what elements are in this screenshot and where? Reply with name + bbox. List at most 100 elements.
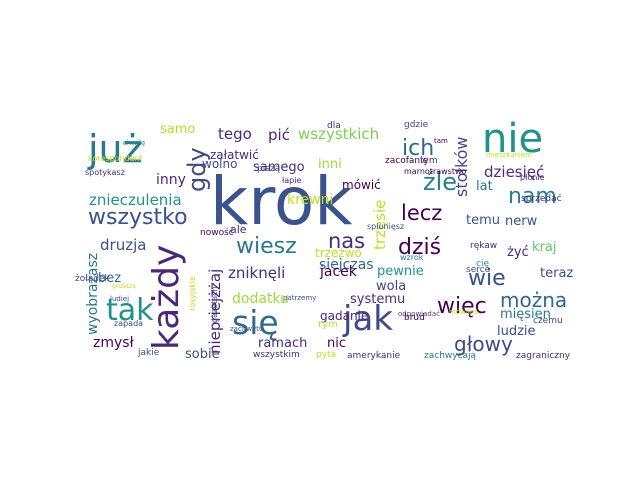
cloud-word: załatwić: [210, 148, 259, 162]
cloud-word: siejczas: [319, 257, 374, 273]
cloud-word: dziesięć: [484, 163, 544, 181]
cloud-word: nas: [328, 229, 365, 253]
cloud-word: znieczulenia: [89, 191, 182, 209]
cloud-word: płonie: [520, 173, 545, 182]
cloud-word: mięsien: [500, 307, 551, 322]
cloud-word: pić: [268, 126, 290, 144]
cloud-word: źle: [423, 168, 457, 196]
cloud-word: zmysł: [93, 335, 134, 351]
cloud-word: wszystkich: [298, 125, 379, 143]
cloud-word: wola: [376, 279, 406, 294]
cloud-word: nie: [482, 116, 543, 162]
cloud-word: mówiłeś: [449, 308, 478, 316]
cloud-word: tak: [106, 293, 154, 328]
cloud-word: sobie: [185, 347, 220, 362]
cloud-word: zagraniczny: [516, 351, 571, 361]
cloud-word: trzęsie: [371, 200, 389, 250]
cloud-word: chwilę: [123, 139, 145, 147]
cloud-word: żołądek: [75, 274, 111, 284]
cloud-word: można: [500, 288, 567, 312]
cloud-word: odpowiadać: [398, 310, 440, 318]
cloud-word: wzrok: [400, 253, 424, 262]
cloud-word: marnotrawstwo: [404, 167, 467, 176]
cloud-word: druzja: [100, 236, 146, 254]
cloud-word: głowy: [454, 332, 513, 356]
cloud-word: lecz: [401, 201, 442, 225]
cloud-word: nic: [327, 336, 346, 351]
cloud-word: lat: [476, 179, 493, 194]
cloud-word: ich: [402, 136, 434, 161]
cloud-word: dla: [327, 121, 341, 131]
cloud-word: gdzie: [404, 120, 429, 130]
cloud-word: kraj: [532, 240, 556, 255]
cloud-word: łapie: [282, 176, 301, 185]
cloud-word: zapada: [114, 319, 143, 328]
cloud-word: jacek: [319, 264, 358, 280]
cloud-word: bez: [98, 271, 121, 286]
cloud-word: więc: [437, 294, 487, 319]
cloud-word: tego: [218, 125, 252, 143]
cloud-word: ale: [230, 223, 247, 236]
cloud-word: spotykasz: [85, 168, 125, 177]
cloud-word: mieszkaniem: [486, 151, 532, 159]
cloud-word: amerykanie: [347, 351, 401, 361]
cloud-word: patrzemy: [283, 294, 316, 302]
cloud-word: się: [232, 303, 279, 342]
cloud-word: rosyjskie: [188, 276, 197, 311]
cloud-word: sprzedać: [521, 193, 562, 204]
cloud-word: każdy: [146, 245, 187, 350]
cloud-word: stołków: [452, 136, 471, 197]
cloud-word: niepriejżżaj: [206, 269, 224, 354]
cloud-word: brud: [404, 313, 425, 323]
cloud-word: ramach: [258, 336, 307, 351]
cloud-word: piszą: [257, 164, 281, 174]
cloud-word: gadanie: [320, 309, 368, 323]
cloud-word: serce: [466, 265, 491, 275]
cloud-word: wolno: [202, 157, 237, 171]
cloud-word: zacofanie: [385, 156, 429, 166]
cloud-word: jak: [342, 299, 393, 339]
cloud-word: temu: [466, 213, 500, 228]
cloud-word: nowość: [200, 227, 234, 238]
cloud-word: pewnie: [377, 264, 424, 279]
cloud-word: teraz: [540, 266, 573, 281]
cloud-word: nam: [508, 184, 557, 209]
cloud-word: korespondent: [88, 154, 143, 163]
cloud-word: tym: [420, 156, 438, 166]
cloud-word: czemu: [533, 316, 563, 326]
cloud-word: inni: [318, 157, 342, 172]
cloud-word: dodatku: [232, 291, 289, 307]
cloud-word: jakie: [137, 348, 160, 358]
cloud-word: krok: [210, 163, 353, 240]
cloud-word: nerw: [505, 214, 538, 229]
cloud-word: ludzie: [497, 324, 536, 339]
cloud-word: samego: [253, 160, 305, 175]
cloud-word: żyć: [507, 245, 529, 260]
cloud-word: mówić: [342, 178, 381, 192]
cloud-word: krewni: [287, 192, 333, 208]
cloud-word: zachwycają: [424, 351, 477, 361]
cloud-word: gazetach: [210, 286, 219, 323]
cloud-word: samo: [160, 122, 195, 137]
cloud-word: pyta: [316, 350, 336, 360]
cloud-word: cię: [476, 259, 489, 269]
cloud-word: rym: [318, 319, 338, 330]
cloud-word: wszystko: [88, 205, 188, 230]
cloud-word: wyobrażasz: [85, 253, 101, 335]
cloud-word: zachwytu: [230, 325, 263, 333]
cloud-word: rękaw: [470, 241, 497, 251]
cloud-word: wie: [468, 266, 506, 291]
cloud-word: grubsza: [112, 283, 136, 290]
cloud-word: dziś: [398, 235, 441, 260]
cloud-word: już: [87, 127, 143, 171]
cloud-word: ludiej: [110, 295, 129, 303]
cloud-word: inny: [156, 172, 186, 188]
cloud-word: wszystkim: [253, 350, 300, 360]
cloud-word: systemu: [350, 292, 405, 307]
cloud-word: splunięsz: [367, 222, 404, 231]
cloud-word: wiesz: [236, 234, 297, 259]
cloud-word: gdy: [183, 147, 211, 192]
cloud-word: tam: [434, 137, 448, 145]
cloud-word: zniknęli: [228, 264, 285, 282]
